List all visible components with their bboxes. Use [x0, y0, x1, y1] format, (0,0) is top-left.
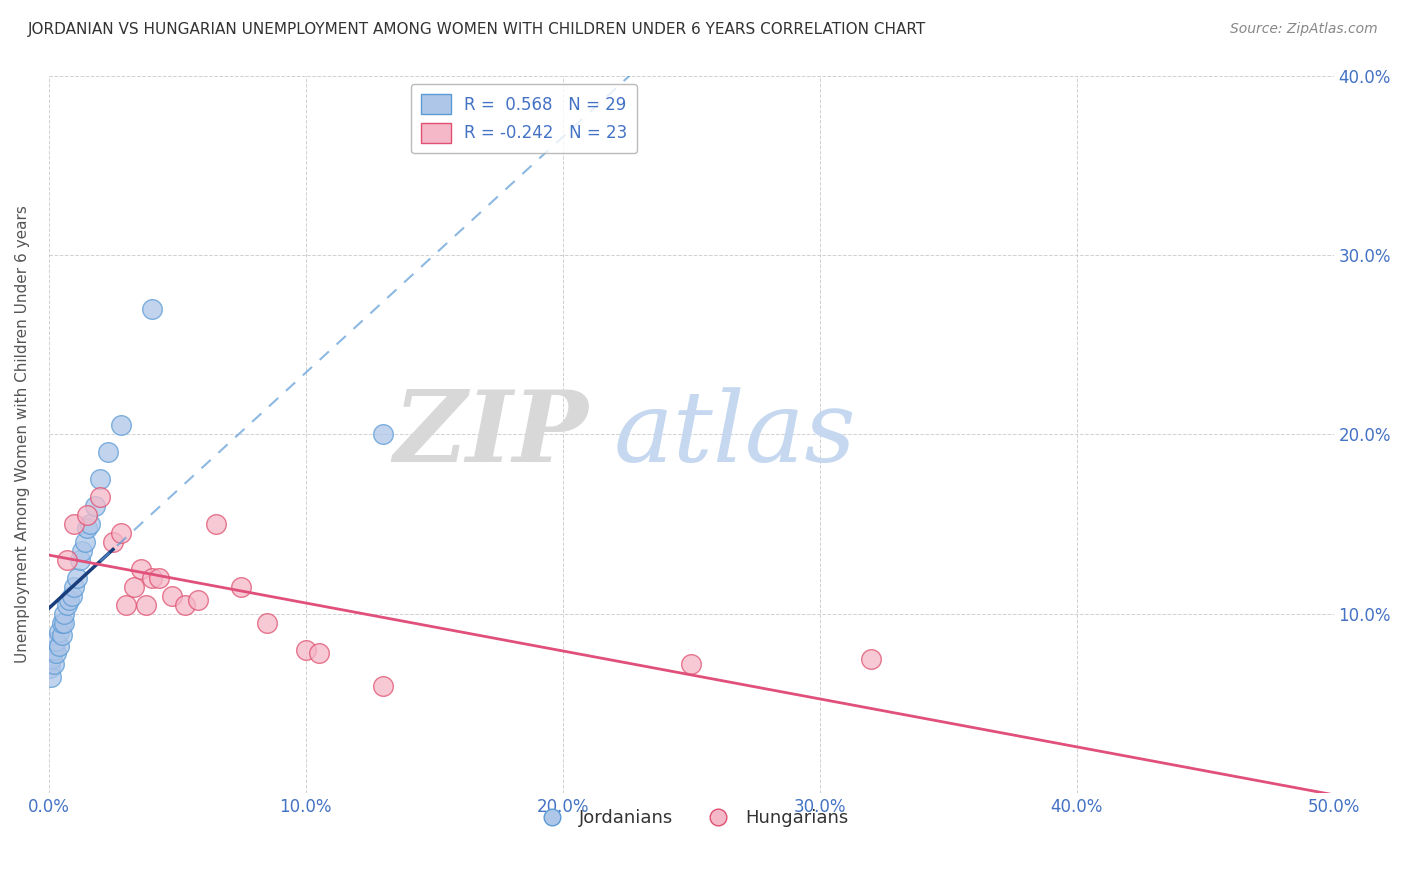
Point: [55, 598, 77, 612]
Text: Source: ZipAtlas.com: Source: ZipAtlas.com: [1230, 22, 1378, 37]
Point: [39, 661, 62, 675]
Point: [860, 652, 883, 666]
Point: [141, 571, 163, 585]
Point: [53, 615, 76, 630]
Point: [129, 562, 152, 576]
Point: [174, 598, 197, 612]
Point: [160, 589, 183, 603]
Point: [110, 526, 132, 541]
Point: [135, 598, 157, 612]
Point: [84, 500, 107, 514]
Point: [231, 580, 253, 594]
Y-axis label: Unemployment Among Women with Children Under 6 years: Unemployment Among Women with Children U…: [15, 205, 30, 664]
Point: [41, 652, 63, 666]
Point: [371, 427, 394, 442]
Point: [63, 517, 86, 532]
Point: [89, 490, 111, 504]
Legend: Jordanians, Hungarians: Jordanians, Hungarians: [526, 802, 856, 835]
Text: ZIP: ZIP: [394, 386, 588, 483]
Point: [66, 571, 89, 585]
Point: [141, 301, 163, 316]
Point: [187, 592, 209, 607]
Point: [51, 628, 73, 642]
Point: [79, 517, 101, 532]
Point: [45, 646, 67, 660]
Point: [76, 508, 98, 523]
Point: [45, 633, 67, 648]
Point: [89, 472, 111, 486]
Point: [97, 445, 120, 459]
Point: [63, 580, 86, 594]
Point: [681, 657, 703, 672]
Point: [122, 580, 145, 594]
Point: [308, 646, 330, 660]
Point: [76, 521, 98, 535]
Point: [101, 535, 124, 549]
Point: [48, 639, 70, 653]
Point: [42, 657, 65, 672]
Point: [51, 615, 73, 630]
Point: [204, 517, 226, 532]
Point: [48, 624, 70, 639]
Point: [42, 642, 65, 657]
Point: [58, 592, 80, 607]
Point: [294, 642, 316, 657]
Point: [60, 589, 83, 603]
Point: [371, 679, 394, 693]
Point: [69, 553, 91, 567]
Point: [256, 615, 278, 630]
Point: [41, 670, 63, 684]
Point: [70, 544, 93, 558]
Point: [110, 418, 132, 433]
Point: [53, 607, 76, 621]
Point: [148, 571, 170, 585]
Point: [55, 553, 77, 567]
Point: [115, 598, 138, 612]
Text: JORDANIAN VS HUNGARIAN UNEMPLOYMENT AMONG WOMEN WITH CHILDREN UNDER 6 YEARS CORR: JORDANIAN VS HUNGARIAN UNEMPLOYMENT AMON…: [28, 22, 927, 37]
Text: atlas: atlas: [614, 387, 856, 482]
Point: [73, 535, 96, 549]
